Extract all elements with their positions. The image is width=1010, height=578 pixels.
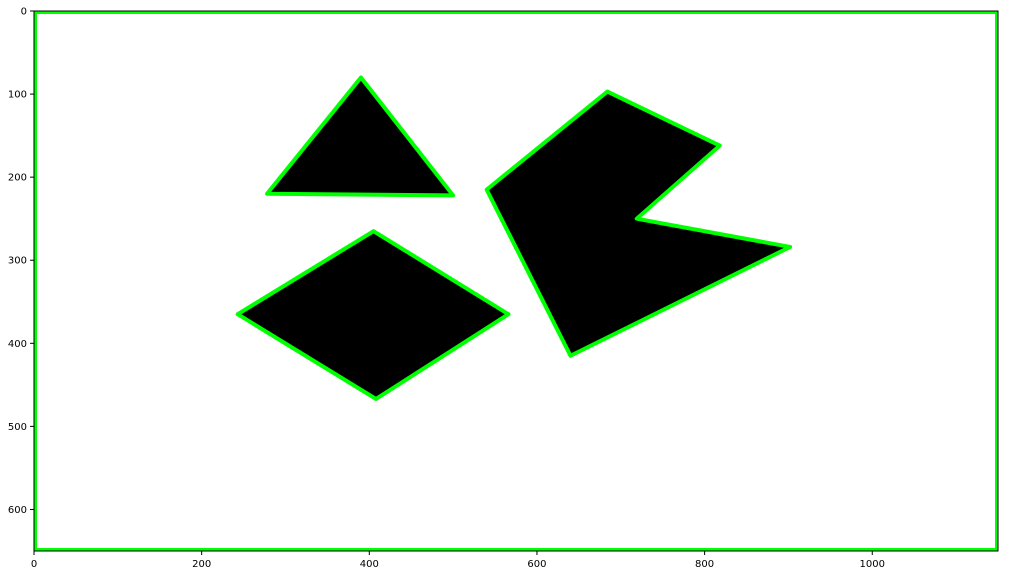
x-tick-label: 1000 (860, 559, 885, 570)
axes-spine (33, 10, 999, 552)
y-tick-label: 0 (21, 7, 27, 18)
x-tick-label: 400 (360, 559, 379, 570)
y-tick-label: 100 (8, 90, 27, 101)
axes-frame (33, 10, 999, 552)
x-tick-label: 200 (192, 559, 211, 570)
x-tick-label: 0 (31, 559, 37, 570)
concave-polygon-shape (484, 89, 793, 358)
y-tick-label: 300 (8, 256, 27, 267)
y-axis: 0 100 200 300 400 500 600 (8, 7, 34, 516)
image-background (34, 11, 998, 551)
y-tick-label: 600 (8, 505, 27, 516)
shapes-layer (235, 75, 793, 401)
x-axis: 0 200 400 600 800 1000 (31, 551, 885, 570)
y-tick-label: 400 (8, 339, 27, 350)
y-tick-label: 200 (8, 173, 27, 184)
triangle-shape (265, 75, 456, 198)
diamond-shape (235, 229, 511, 401)
x-tick-label: 600 (527, 559, 546, 570)
image-plot-area (34, 11, 998, 551)
x-tick-label: 800 (695, 559, 714, 570)
border-contour (34, 11, 998, 551)
y-tick-label: 500 (8, 422, 27, 433)
